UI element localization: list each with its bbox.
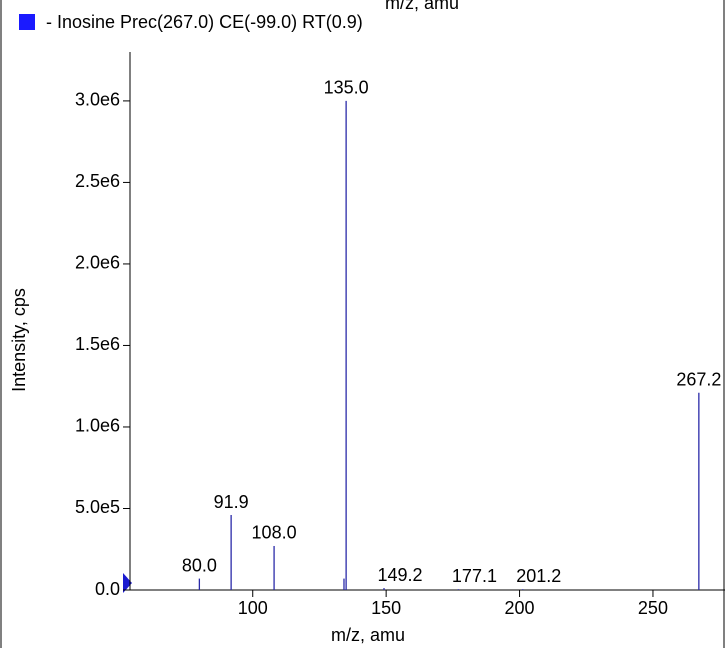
y-tick-label: 1.0e6 bbox=[75, 416, 120, 436]
legend-swatch bbox=[19, 14, 35, 30]
legend-label: - Inosine Prec(267.0) CE(-99.0) RT(0.9) bbox=[46, 12, 363, 32]
peak-label: 177.1 bbox=[452, 566, 497, 586]
clipped-title: m/z, amu bbox=[385, 0, 459, 13]
y-tick-label: 5.0e5 bbox=[75, 497, 120, 517]
x-axis-title: m/z, amu bbox=[331, 625, 405, 645]
peak-label: 135.0 bbox=[324, 78, 369, 98]
y-tick-label: 2.0e6 bbox=[75, 253, 120, 273]
peak-label: 201.2 bbox=[516, 566, 561, 586]
y-tick-label: 2.5e6 bbox=[75, 171, 120, 191]
x-tick-label: 100 bbox=[238, 598, 268, 618]
peak-label: 267.2 bbox=[676, 369, 721, 389]
peak-label: 91.9 bbox=[214, 492, 249, 512]
x-tick-label: 200 bbox=[505, 598, 535, 618]
x-tick-label: 150 bbox=[371, 598, 401, 618]
peak-label: 80.0 bbox=[182, 555, 217, 575]
y-tick-label: 1.5e6 bbox=[75, 334, 120, 354]
y-tick-label: 0.0 bbox=[95, 579, 120, 599]
y-axis-title: Intensity, cps bbox=[9, 288, 29, 392]
x-tick-label: 250 bbox=[638, 598, 668, 618]
origin-marker bbox=[123, 573, 132, 593]
peak-label: 108.0 bbox=[252, 523, 297, 543]
y-tick-label: 3.0e6 bbox=[75, 90, 120, 110]
peak-label: 149.2 bbox=[377, 565, 422, 585]
